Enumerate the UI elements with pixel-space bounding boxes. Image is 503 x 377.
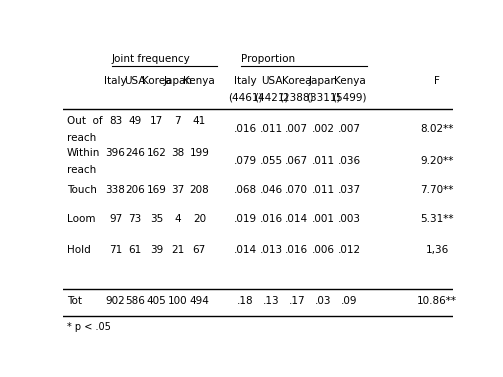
Text: .067: .067 xyxy=(285,156,308,166)
Text: .007: .007 xyxy=(285,124,308,135)
Text: 338: 338 xyxy=(106,185,125,195)
Text: .03: .03 xyxy=(315,296,331,306)
Text: Touch: Touch xyxy=(67,185,97,195)
Text: USA: USA xyxy=(261,76,282,86)
Text: USA: USA xyxy=(124,76,146,86)
Text: 7.70**: 7.70** xyxy=(421,185,454,195)
Text: 162: 162 xyxy=(146,148,166,158)
Text: Tot: Tot xyxy=(67,296,82,306)
Text: Korea: Korea xyxy=(282,76,311,86)
Text: 169: 169 xyxy=(146,185,166,195)
Text: (4461): (4461) xyxy=(228,92,263,103)
Text: 71: 71 xyxy=(109,245,122,255)
Text: 61: 61 xyxy=(128,245,142,255)
Text: .055: .055 xyxy=(260,156,283,166)
Text: (3311): (3311) xyxy=(306,92,341,103)
Text: Loom: Loom xyxy=(67,215,95,224)
Text: 206: 206 xyxy=(125,185,145,195)
Text: 97: 97 xyxy=(109,215,122,224)
Text: 1,36: 1,36 xyxy=(426,245,449,255)
Text: 208: 208 xyxy=(190,185,209,195)
Text: 396: 396 xyxy=(106,148,125,158)
Text: 7: 7 xyxy=(175,116,181,126)
Text: 4: 4 xyxy=(175,215,181,224)
Text: .016: .016 xyxy=(234,124,257,135)
Text: .036: .036 xyxy=(338,156,361,166)
Text: 39: 39 xyxy=(150,245,163,255)
Text: .070: .070 xyxy=(285,185,308,195)
Text: Kenya: Kenya xyxy=(333,76,365,86)
Text: 41: 41 xyxy=(193,116,206,126)
Text: 405: 405 xyxy=(146,296,166,306)
Text: Japan: Japan xyxy=(163,76,192,86)
Text: .014: .014 xyxy=(234,245,257,255)
Text: .09: .09 xyxy=(341,296,358,306)
Text: 5.31**: 5.31** xyxy=(421,215,454,224)
Text: Italy: Italy xyxy=(234,76,257,86)
Text: Joint frequency: Joint frequency xyxy=(112,54,190,64)
Text: 37: 37 xyxy=(171,185,185,195)
Text: 902: 902 xyxy=(106,296,125,306)
Text: .18: .18 xyxy=(237,296,254,306)
Text: Italy: Italy xyxy=(104,76,127,86)
Text: 100: 100 xyxy=(168,296,188,306)
Text: .011: .011 xyxy=(312,185,335,195)
Text: 83: 83 xyxy=(109,116,122,126)
Text: .016: .016 xyxy=(260,215,283,224)
Text: 10.86**: 10.86** xyxy=(417,296,457,306)
Text: 199: 199 xyxy=(189,148,209,158)
Text: 38: 38 xyxy=(171,148,185,158)
Text: .17: .17 xyxy=(288,296,305,306)
Text: 586: 586 xyxy=(125,296,145,306)
Text: reach: reach xyxy=(67,165,96,175)
Text: .019: .019 xyxy=(234,215,257,224)
Text: 8.02**: 8.02** xyxy=(421,124,454,135)
Text: .079: .079 xyxy=(234,156,257,166)
Text: 73: 73 xyxy=(128,215,142,224)
Text: .012: .012 xyxy=(338,245,361,255)
Text: reach: reach xyxy=(67,133,96,143)
Text: .007: .007 xyxy=(338,124,361,135)
Text: Out  of: Out of xyxy=(67,116,103,126)
Text: .016: .016 xyxy=(285,245,308,255)
Text: .13: .13 xyxy=(263,296,280,306)
Text: Korea: Korea xyxy=(142,76,171,86)
Text: .006: .006 xyxy=(312,245,335,255)
Text: (5499): (5499) xyxy=(332,92,367,103)
Text: Kenya: Kenya xyxy=(184,76,215,86)
Text: .002: .002 xyxy=(312,124,335,135)
Text: F: F xyxy=(434,76,440,86)
Text: .037: .037 xyxy=(338,185,361,195)
Text: 246: 246 xyxy=(125,148,145,158)
Text: 17: 17 xyxy=(150,116,163,126)
Text: Proportion: Proportion xyxy=(241,54,296,64)
Text: Hold: Hold xyxy=(67,245,91,255)
Text: .001: .001 xyxy=(312,215,335,224)
Text: .013: .013 xyxy=(260,245,283,255)
Text: (2388): (2388) xyxy=(280,92,314,103)
Text: Within: Within xyxy=(67,148,100,158)
Text: .068: .068 xyxy=(234,185,257,195)
Text: 21: 21 xyxy=(171,245,185,255)
Text: 35: 35 xyxy=(150,215,163,224)
Text: .003: .003 xyxy=(338,215,361,224)
Text: 20: 20 xyxy=(193,215,206,224)
Text: 67: 67 xyxy=(193,245,206,255)
Text: 49: 49 xyxy=(128,116,142,126)
Text: 494: 494 xyxy=(189,296,209,306)
Text: .011: .011 xyxy=(260,124,283,135)
Text: Japan: Japan xyxy=(309,76,338,86)
Text: (4421): (4421) xyxy=(254,92,289,103)
Text: .011: .011 xyxy=(312,156,335,166)
Text: 9.20**: 9.20** xyxy=(421,156,454,166)
Text: .046: .046 xyxy=(260,185,283,195)
Text: .014: .014 xyxy=(285,215,308,224)
Text: * p < .05: * p < .05 xyxy=(67,322,111,332)
